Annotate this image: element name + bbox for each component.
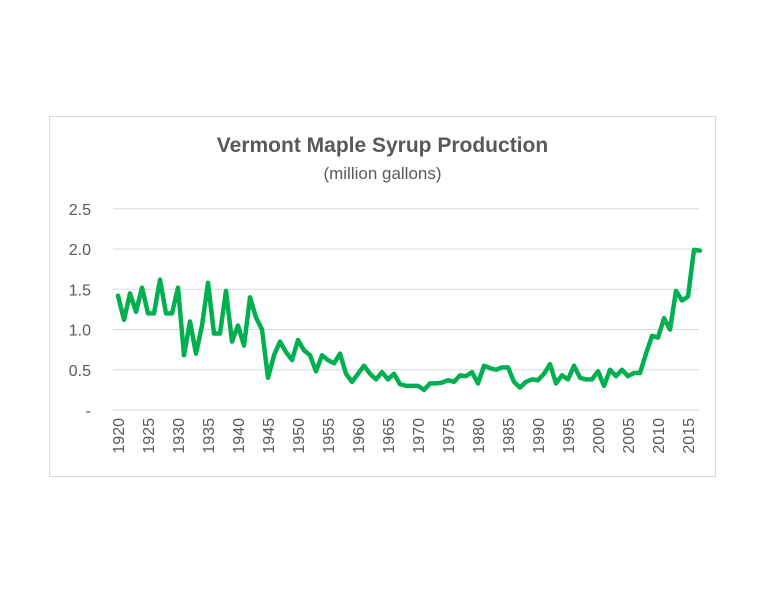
x-tick-label: 2005 xyxy=(621,418,638,454)
y-tick-label: 2.0 xyxy=(69,242,91,259)
x-tick-label: 1930 xyxy=(171,418,188,454)
x-tick-label: 1920 xyxy=(111,418,128,454)
chart-frame xyxy=(49,116,716,477)
x-tick-label: 1990 xyxy=(531,418,548,454)
x-tick-label: 1975 xyxy=(441,418,458,454)
x-tick-label: 2015 xyxy=(681,418,698,454)
x-tick-label: 1935 xyxy=(201,418,218,454)
series-line xyxy=(115,247,703,393)
y-tick-label: 1.0 xyxy=(69,323,91,340)
y-tick-label: 0.5 xyxy=(69,363,91,380)
x-tick-label: 1995 xyxy=(561,418,578,454)
x-tick-label: 1985 xyxy=(501,418,518,454)
x-tick-label: 1940 xyxy=(231,418,248,454)
x-tick-label: 1970 xyxy=(411,418,428,454)
chart-subtitle: (million gallons) xyxy=(323,164,442,183)
x-tick-label: 1950 xyxy=(291,418,308,454)
y-tick-label: - xyxy=(86,403,91,420)
y-tick-label: 1.5 xyxy=(69,282,91,299)
y-tick-label: 2.5 xyxy=(69,202,91,219)
x-tick-label: 1960 xyxy=(351,418,368,454)
chart-title: Vermont Maple Syrup Production xyxy=(216,134,549,157)
x-tick-label: 1980 xyxy=(471,418,488,454)
x-tick-label: 2010 xyxy=(651,418,668,454)
x-tick-label: 1925 xyxy=(141,418,158,454)
x-tick-label: 1965 xyxy=(381,418,398,454)
x-tick-label: 2000 xyxy=(591,418,608,454)
x-tick-label: 1955 xyxy=(321,418,338,454)
x-tick-label: 1945 xyxy=(261,418,278,454)
